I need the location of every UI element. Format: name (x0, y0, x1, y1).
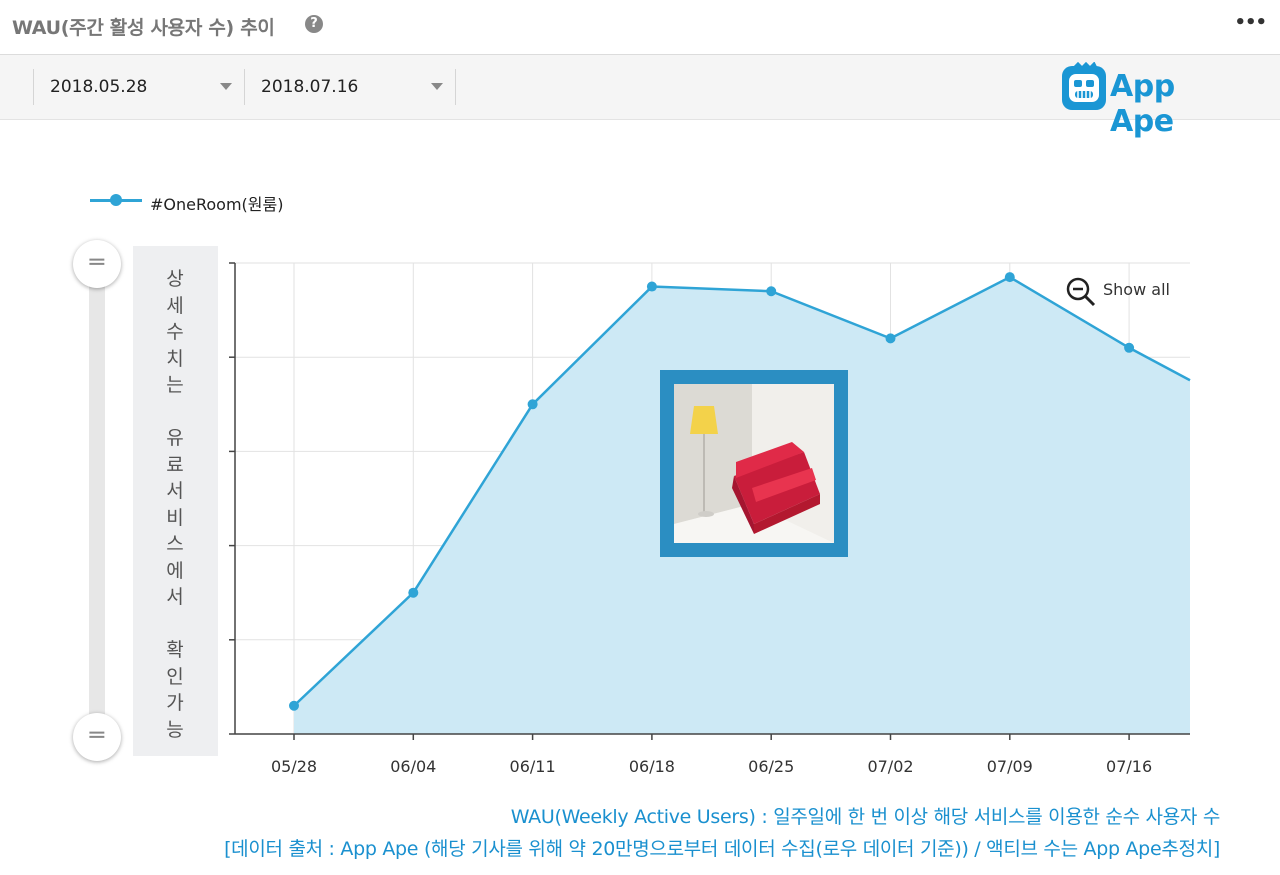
x-tick-label-07-16: 07/16 (1106, 757, 1152, 776)
caption-line-2: [데이터 출처 : App Ape (해당 기사를 위해 약 20만명으로부터 … (224, 838, 1220, 860)
app-ape-logo: App Ape (1060, 61, 1240, 139)
x-tick-label-06-25: 06/25 (748, 757, 794, 776)
side-note-text: 상 세 수 치 는 유 료 서 비 스 에 서 확 인 가 능 (166, 268, 184, 741)
end-date-select[interactable]: 2018.07.16 (244, 69, 456, 105)
x-tick-label-06-04: 06/04 (390, 757, 436, 776)
show-all-button[interactable]: Show all (1065, 276, 1170, 307)
logo-text: App Ape (1110, 69, 1175, 139)
data-point-06-04 (408, 587, 419, 598)
start-date-value: 2018.05.28 (50, 77, 148, 97)
data-point-07-16 (1124, 342, 1135, 353)
help-icon[interactable]: ? (305, 15, 323, 33)
range-slider-track[interactable] (89, 265, 105, 740)
data-point-07-02 (885, 333, 896, 344)
more-options-icon[interactable]: ••• (1234, 12, 1267, 33)
x-tick-label-07-09: 07/09 (987, 757, 1033, 776)
data-point-06-25 (766, 286, 777, 297)
caption-line-1: WAU(Weekly Active Users) : 일주일에 한 번 이상 해… (510, 806, 1221, 828)
oneroom-app-icon (660, 370, 848, 557)
range-slider-top-handle[interactable]: ═ (73, 240, 121, 288)
x-tick-label-05-28: 05/28 (271, 757, 317, 776)
data-point-05-28 (289, 700, 299, 711)
widget-header: WAU(주간 활성 사용자 수) 추이 ? ••• (0, 0, 1280, 55)
x-tick-label-07-02: 07/02 (867, 757, 913, 776)
show-all-label: Show all (1103, 280, 1170, 299)
data-point-06-11 (527, 399, 538, 410)
chevron-down-icon (431, 83, 443, 90)
monkey-icon (1062, 61, 1106, 110)
data-point-07-09 (1004, 272, 1015, 283)
sofa-lamp-illustration (674, 384, 834, 543)
x-tick-label-06-18: 06/18 (629, 757, 675, 776)
data-point-06-18 (646, 281, 657, 292)
chevron-down-icon (220, 83, 232, 90)
page-title: WAU(주간 활성 사용자 수) 추이 (12, 17, 275, 39)
range-slider-bottom-handle[interactable]: ═ (73, 713, 121, 761)
x-tick-label-06-11: 06/11 (510, 757, 556, 776)
legend-dot-swatch (110, 194, 122, 206)
legend-label: #OneRoom(원룸) (150, 195, 284, 214)
side-note-panel: 상 세 수 치 는 유 료 서 비 스 에 서 확 인 가 능 (133, 246, 218, 756)
end-date-value: 2018.07.16 (261, 77, 359, 97)
zoom-out-icon (1066, 277, 1096, 307)
